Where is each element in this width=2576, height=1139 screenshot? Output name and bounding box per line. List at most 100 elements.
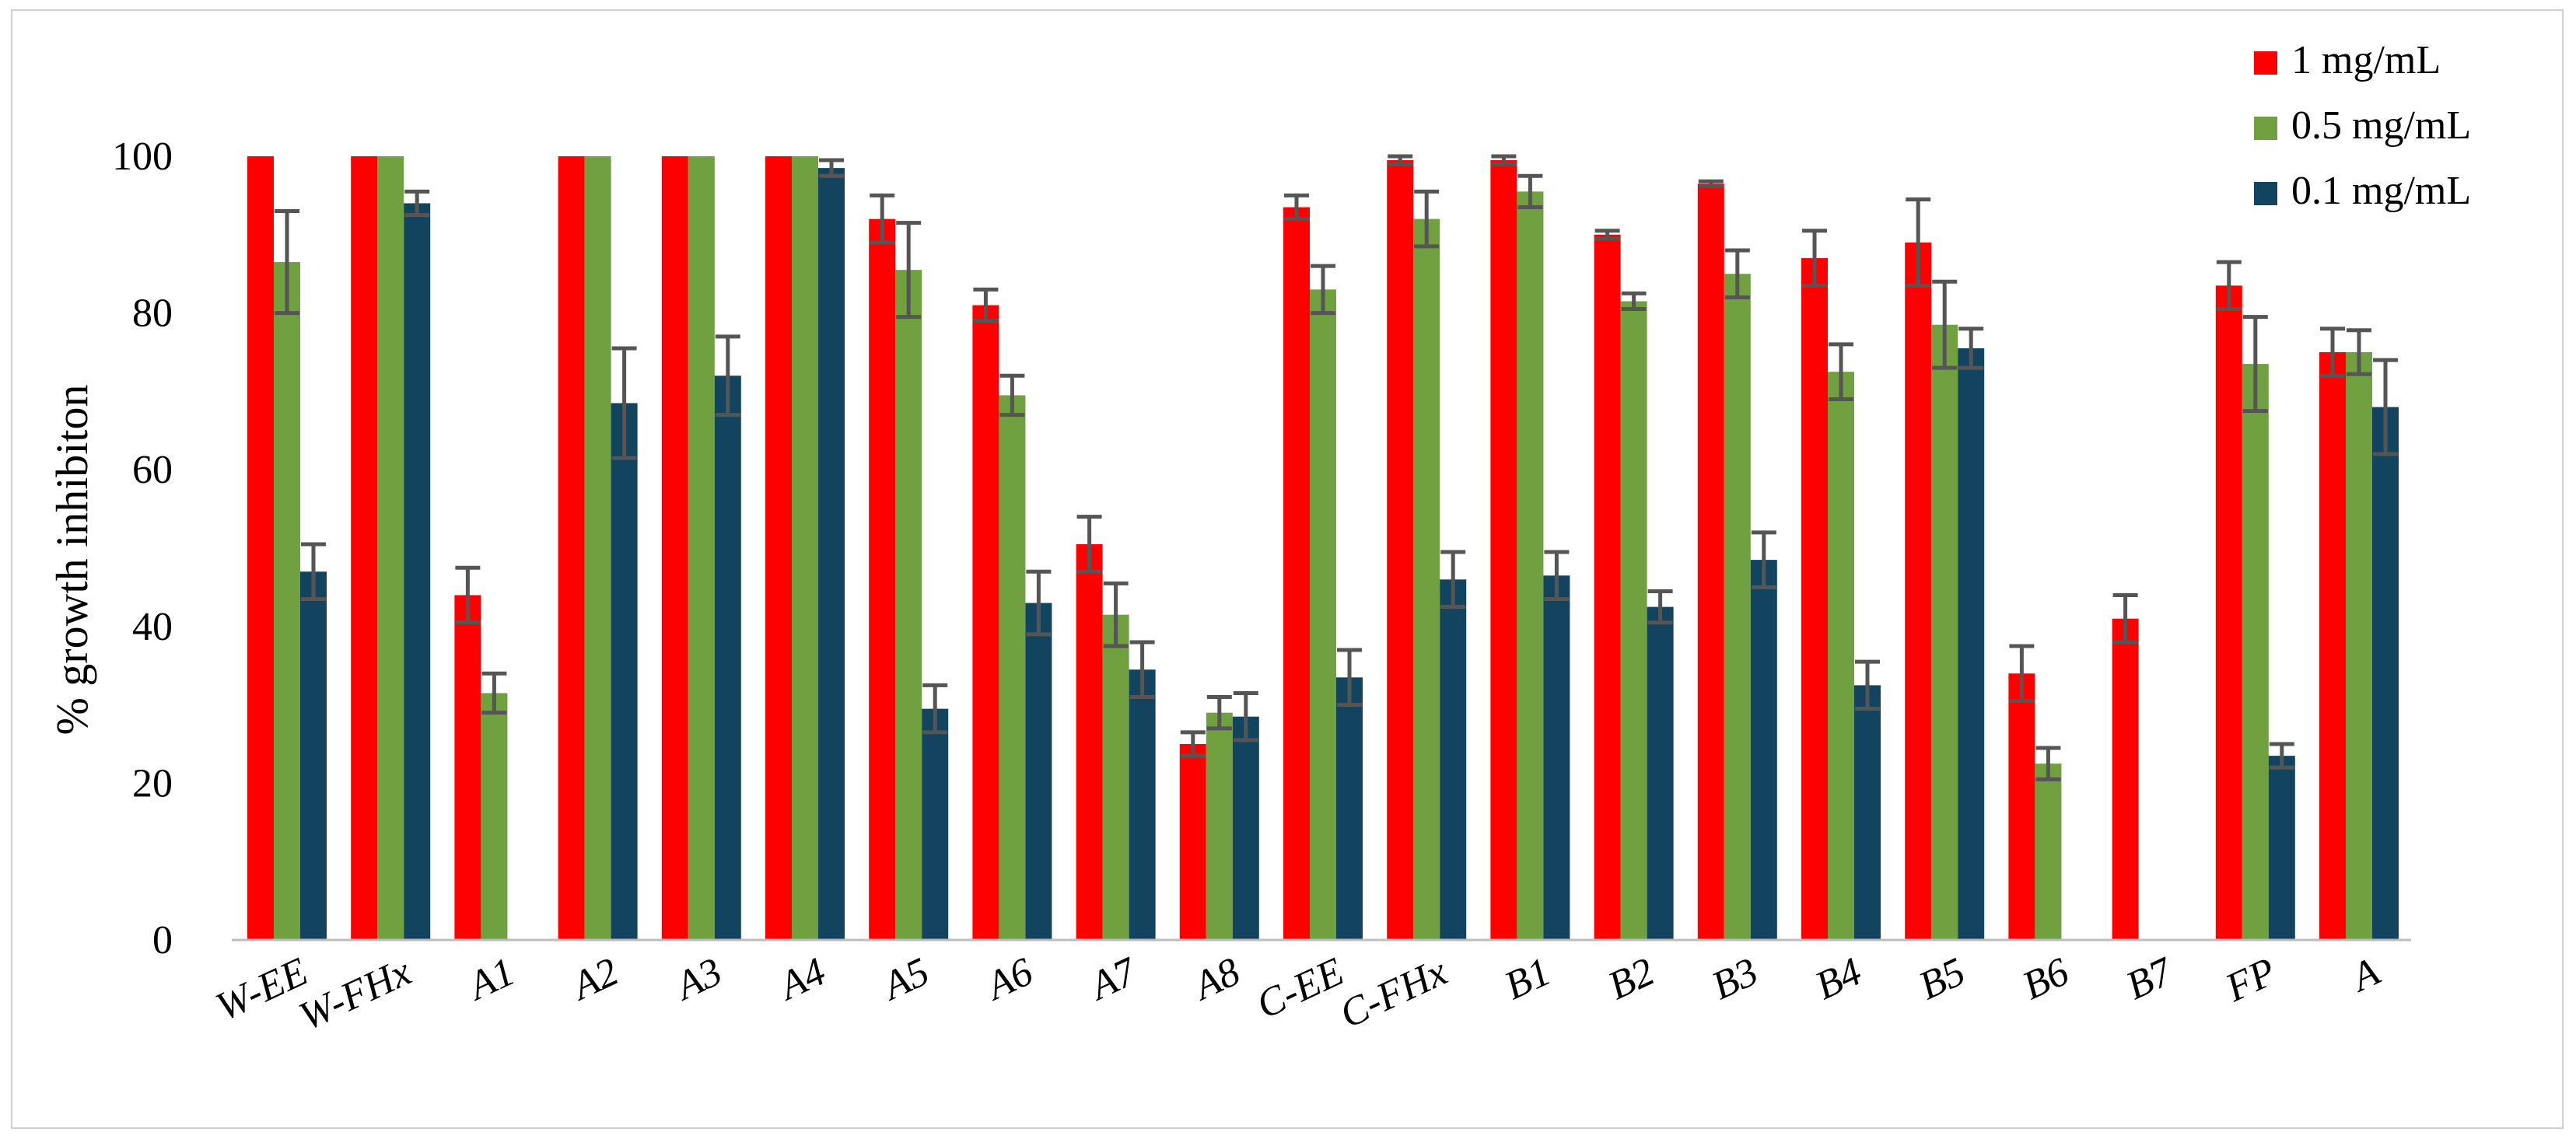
bar-B4-0-1-mg-mL [1854, 685, 1881, 940]
legend-entry: 0.1 mg/mL [2291, 169, 2471, 213]
bar-B4-1-mg-mL [1801, 258, 1828, 940]
error-bar [999, 373, 1025, 418]
legend-swatch [2254, 51, 2277, 75]
x-tick-label: A5 [874, 949, 936, 1009]
bar-A-1-mg-mL [2319, 352, 2346, 940]
bar-B4-0-5-mg-mL [1828, 372, 1854, 940]
error-bar [896, 221, 922, 320]
error-bar [1206, 695, 1232, 731]
error-bar [2242, 315, 2268, 414]
error-bar [715, 334, 740, 418]
error-bar [1724, 248, 1750, 299]
error-bar [1594, 229, 1620, 241]
legend-swatch [2254, 182, 2277, 205]
x-axis-tick-labels: W-EEW-FHx A1 A2 A3 A4 A5 A6 A7 A8 C-EEC-FHx B1 B2 B3… [209, 949, 2386, 1039]
bar-A1-0-5-mg-mL [481, 693, 508, 940]
error-bars [275, 154, 2398, 781]
bar-B5-0-1-mg-mL [1958, 348, 1985, 941]
legend-entry: 1 mg/mL [2291, 38, 2441, 82]
bar-A7-0-5-mg-mL [1102, 614, 1129, 940]
error-bar [1026, 569, 1052, 637]
error-bar [2320, 327, 2345, 378]
bar-B6-0-5-mg-mL [2035, 763, 2062, 940]
error-bar [1311, 264, 1335, 316]
legend-swatch [2254, 117, 2277, 140]
x-tick-label: W-EE [209, 949, 314, 1029]
bar-A2-0-1-mg-mL [611, 403, 638, 940]
x-tick-label: FP [2218, 949, 2283, 1011]
bar-A2-1-mg-mL [558, 156, 585, 940]
bar-B3-1-mg-mL [1697, 183, 1724, 940]
error-bar [1621, 291, 1647, 312]
x-tick-label: B7 [2119, 949, 2180, 1008]
x-tick-label: B1 [1498, 949, 1557, 1008]
bar-A-0-5-mg-mL [2346, 352, 2372, 940]
bar-W-EE-1-mg-mL [247, 156, 274, 940]
bar-A7-1-mg-mL [1076, 543, 1103, 940]
bar-C-EE-1-mg-mL [1283, 207, 1310, 940]
error-bar [2035, 746, 2061, 781]
error-bar [275, 209, 299, 316]
error-bar [2112, 592, 2138, 645]
y-tick-label: 40 [132, 605, 173, 649]
bar-A4-1-mg-mL [765, 156, 792, 940]
bar-B1-1-mg-mL [1490, 160, 1517, 941]
error-bar [2373, 358, 2398, 456]
error-bar [973, 287, 999, 323]
error-bar [1802, 229, 1827, 288]
error-bar [1180, 730, 1206, 758]
bar-A2-0-5-mg-mL [584, 156, 611, 940]
error-bar [1906, 197, 1931, 288]
bar-FP-1-mg-mL [2215, 285, 2242, 940]
bar-A4-0-1-mg-mL [818, 168, 845, 940]
bar-B6-1-mg-mL [2008, 673, 2035, 940]
error-bar [1855, 659, 1880, 711]
bar-W-FHx-0-1-mg-mL [404, 203, 431, 941]
y-tick-label: 0 [152, 918, 173, 963]
bar-FP-0-5-mg-mL [2242, 364, 2269, 940]
x-tick-label: B2 [1601, 949, 1661, 1008]
x-tick-label: A [2343, 949, 2386, 1001]
bar-A6-1-mg-mL [972, 305, 999, 940]
x-tick-label: A2 [564, 949, 625, 1009]
error-bar [1829, 342, 1853, 401]
error-bar [819, 158, 844, 178]
x-tick-label: A8 [1185, 949, 1247, 1009]
bar-A1-1-mg-mL [454, 595, 481, 940]
x-tick-label: A4 [771, 949, 832, 1009]
error-bar [1647, 589, 1673, 625]
bar-A5-0-1-mg-mL [922, 708, 949, 940]
legend: 1 mg/mL 0.5 mg/mL 0.1 mg/mL [2254, 38, 2471, 213]
x-tick-label: B4 [1809, 949, 1868, 1008]
x-tick-label: W-FHx [292, 949, 418, 1039]
error-bar [1233, 690, 1258, 742]
error-bar [1388, 154, 1413, 166]
error-bar [1284, 193, 1309, 222]
bar-B7-1-mg-mL [2112, 618, 2139, 940]
error-bar [1414, 189, 1440, 249]
error-bar [404, 189, 430, 218]
error-bar [870, 193, 895, 245]
x-tick-label: A1 [460, 949, 521, 1009]
bar-C-EE-0-1-mg-mL [1336, 677, 1363, 940]
x-tick-label: A6 [978, 949, 1039, 1009]
y-tick-label: 100 [112, 135, 173, 179]
y-tick-label: 80 [132, 292, 173, 336]
bar-A8-0-1-mg-mL [1232, 716, 1259, 940]
error-bar [1076, 515, 1102, 574]
y-tick-label: 60 [132, 448, 173, 492]
bar-A-0-1-mg-mL [2372, 407, 2399, 940]
error-bar [1751, 530, 1776, 589]
bar-W-EE-0-5-mg-mL [274, 262, 300, 941]
bar-A8-1-mg-mL [1179, 744, 1206, 940]
bar-B5-1-mg-mL [1905, 242, 1932, 940]
error-bar [2216, 260, 2242, 312]
bar-B2-0-1-mg-mL [1647, 606, 1674, 940]
error-bar [455, 565, 481, 625]
error-bar [1544, 550, 1570, 602]
error-bar [611, 346, 637, 460]
bar-B1-0-5-mg-mL [1517, 191, 1544, 941]
bar-B3-0-1-mg-mL [1750, 560, 1777, 940]
x-tick-label: A3 [667, 949, 729, 1009]
